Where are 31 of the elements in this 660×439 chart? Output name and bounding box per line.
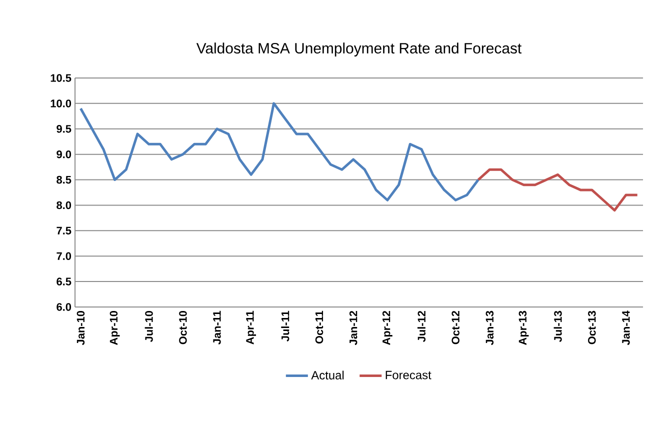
x-tick-label: Apr-13 xyxy=(518,310,529,345)
x-tick-label: Oct-10 xyxy=(179,310,187,344)
x-tick-label: Jul-11 xyxy=(281,310,290,342)
y-tick-label: 9.5 xyxy=(56,125,72,133)
y-tick-label: 10.0 xyxy=(50,100,72,108)
x-tick-label: Jan-14 xyxy=(622,310,630,346)
line-series xyxy=(477,168,639,212)
y-tick-label: 7.0 xyxy=(56,252,72,260)
y-tick-label: 10.5 xyxy=(50,74,72,82)
legend-label: Forecast xyxy=(386,370,432,380)
x-tick-label: Jan-13 xyxy=(486,310,494,346)
y-tick-label: 6.0 xyxy=(56,303,72,311)
x-tick-label: Jan-10 xyxy=(76,310,85,346)
y-tick-label: 7.5 xyxy=(56,226,72,234)
y-tick-label: 8.0 xyxy=(56,201,72,210)
y-tick-label: 8.5 xyxy=(56,176,72,184)
x-tick-label: Jul-10 xyxy=(144,310,153,342)
x-tick-label: Apr-11 xyxy=(246,310,256,344)
x-tick-label: Jan-11 xyxy=(213,310,221,344)
x-tick-label: Jul-13 xyxy=(554,310,562,342)
x-tick-label: Apr-10 xyxy=(110,310,120,345)
x-tick-label: Apr-12 xyxy=(382,310,392,345)
x-tick-label: Jul-12 xyxy=(417,310,426,342)
y-tick-label: 6.5 xyxy=(56,278,72,286)
legend-label: Actual xyxy=(311,370,344,380)
y-tick-label: 9.0 xyxy=(56,150,72,158)
x-tick-label: Oct-11 xyxy=(315,310,324,344)
chart-title: Valdosta MSA Unemployment Rate and Forecast xyxy=(196,42,522,56)
x-tick-label: Oct-12 xyxy=(452,310,460,344)
x-tick-label: Oct-13 xyxy=(588,310,596,344)
x-tick-label: Jan-12 xyxy=(349,310,358,346)
